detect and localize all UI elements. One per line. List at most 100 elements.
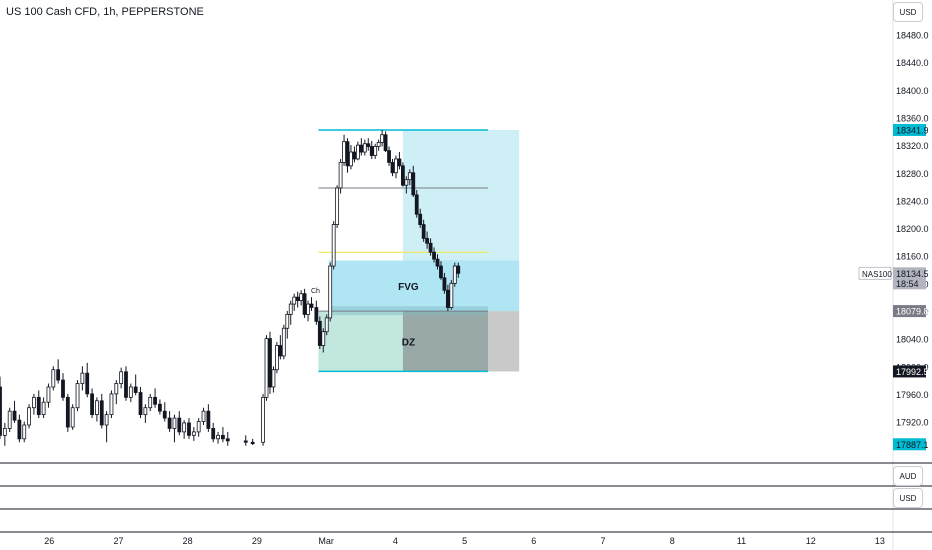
x-tick-label: 29 <box>252 536 262 546</box>
candle-body <box>352 151 357 160</box>
price-label-box <box>893 267 926 290</box>
candle-body <box>380 134 385 143</box>
candle-body <box>445 289 450 308</box>
candle-body <box>56 369 61 381</box>
candle-body <box>114 383 119 395</box>
candle-body <box>390 161 395 174</box>
candle-body <box>65 396 70 428</box>
candle-body <box>414 194 419 215</box>
y-tick-label: 18160.0 <box>896 252 929 262</box>
x-tick-label: 11 <box>737 536 746 546</box>
candle-body <box>428 242 433 253</box>
candle-body <box>355 144 360 160</box>
candle-body <box>85 372 90 395</box>
price-label: 18341.9 <box>896 125 929 135</box>
candle-body <box>17 419 22 440</box>
candle-body <box>124 371 128 398</box>
candle-body <box>36 396 41 416</box>
y-tick-label: 18040.0 <box>896 335 929 345</box>
candle-body <box>138 392 143 416</box>
candle-body <box>268 338 272 388</box>
candle-body <box>177 417 182 433</box>
candle-body <box>421 224 426 239</box>
price-label-box <box>893 365 926 378</box>
candle-body <box>221 434 225 440</box>
candle-body <box>70 407 75 428</box>
candle-body <box>404 179 409 186</box>
candle-body <box>61 379 65 398</box>
y-tick-label: 18440.0 <box>896 58 929 68</box>
fvg-zone <box>328 260 520 312</box>
candle-body <box>225 438 230 442</box>
candle-body <box>12 410 17 421</box>
candle-body <box>187 422 191 436</box>
candle-body <box>41 401 46 416</box>
candle-body <box>331 224 336 267</box>
candle-body <box>418 213 423 225</box>
candle-body <box>196 421 201 433</box>
price-label: 17887.1 <box>896 440 929 450</box>
target-zone <box>402 129 520 261</box>
candle-body <box>317 320 322 346</box>
stop-zone <box>488 311 520 372</box>
candle-body <box>435 258 440 267</box>
candle-body <box>261 396 265 443</box>
x-tick-label: 4 <box>393 536 398 546</box>
candle-body <box>153 396 157 405</box>
candle-body <box>369 146 374 156</box>
price-label: 18134.5 <box>896 269 929 279</box>
candle-body <box>133 386 138 393</box>
x-tick-label: 12 <box>806 536 816 546</box>
currency-button-top[interactable]: USD <box>893 2 923 22</box>
candle-body <box>274 345 279 371</box>
price-label-box <box>893 438 926 451</box>
candle-body <box>201 410 206 422</box>
y-tick-label: 18480.0 <box>896 31 929 41</box>
candle-body <box>104 414 109 426</box>
y-tick-label: 18320.0 <box>896 141 929 151</box>
candle-body <box>46 386 51 403</box>
candle-body <box>271 369 276 388</box>
candle-body <box>452 265 457 284</box>
currency-button-bottom[interactable]: USD <box>893 488 923 508</box>
candle-body <box>216 434 220 440</box>
candle-body <box>90 393 94 416</box>
candle-body <box>411 172 416 196</box>
candle-body <box>302 293 307 315</box>
candle-body <box>167 417 172 429</box>
candle-body <box>51 369 56 388</box>
x-tick-label: 27 <box>113 536 123 546</box>
price-label-box <box>893 123 926 136</box>
candle-body <box>328 265 333 319</box>
candle-body <box>2 428 7 436</box>
candle-body <box>250 441 255 445</box>
y-tick-label: 18240.0 <box>896 196 929 206</box>
y-tick-label: 18280.0 <box>896 169 929 179</box>
candle-body <box>109 393 114 416</box>
y-tick-label: 18400.0 <box>896 86 929 96</box>
candle-body <box>324 317 329 333</box>
candle-body <box>397 158 402 167</box>
fvg-label: FVG <box>398 282 419 293</box>
candle-body <box>295 296 300 302</box>
candle-body <box>314 307 319 322</box>
candle-body <box>400 165 405 186</box>
candle-body <box>349 151 353 167</box>
currency-button-middle[interactable]: AUD <box>893 466 923 486</box>
candle-body <box>95 400 99 416</box>
x-tick-label: 13 <box>875 536 885 546</box>
candle-body <box>439 265 443 279</box>
candle-body <box>456 265 461 274</box>
x-tick-label: 8 <box>670 536 675 546</box>
symbol-tag: NAS100 <box>862 270 892 279</box>
candle-body <box>211 428 216 440</box>
candle-body <box>376 141 381 147</box>
candle-body <box>27 407 31 426</box>
symbol-tag-box <box>858 266 892 280</box>
candle-body <box>359 144 364 153</box>
price-label-box <box>893 305 926 318</box>
candle-body <box>119 371 124 384</box>
candle-body <box>442 277 447 291</box>
y-tick-label: 18200.0 <box>896 224 929 234</box>
